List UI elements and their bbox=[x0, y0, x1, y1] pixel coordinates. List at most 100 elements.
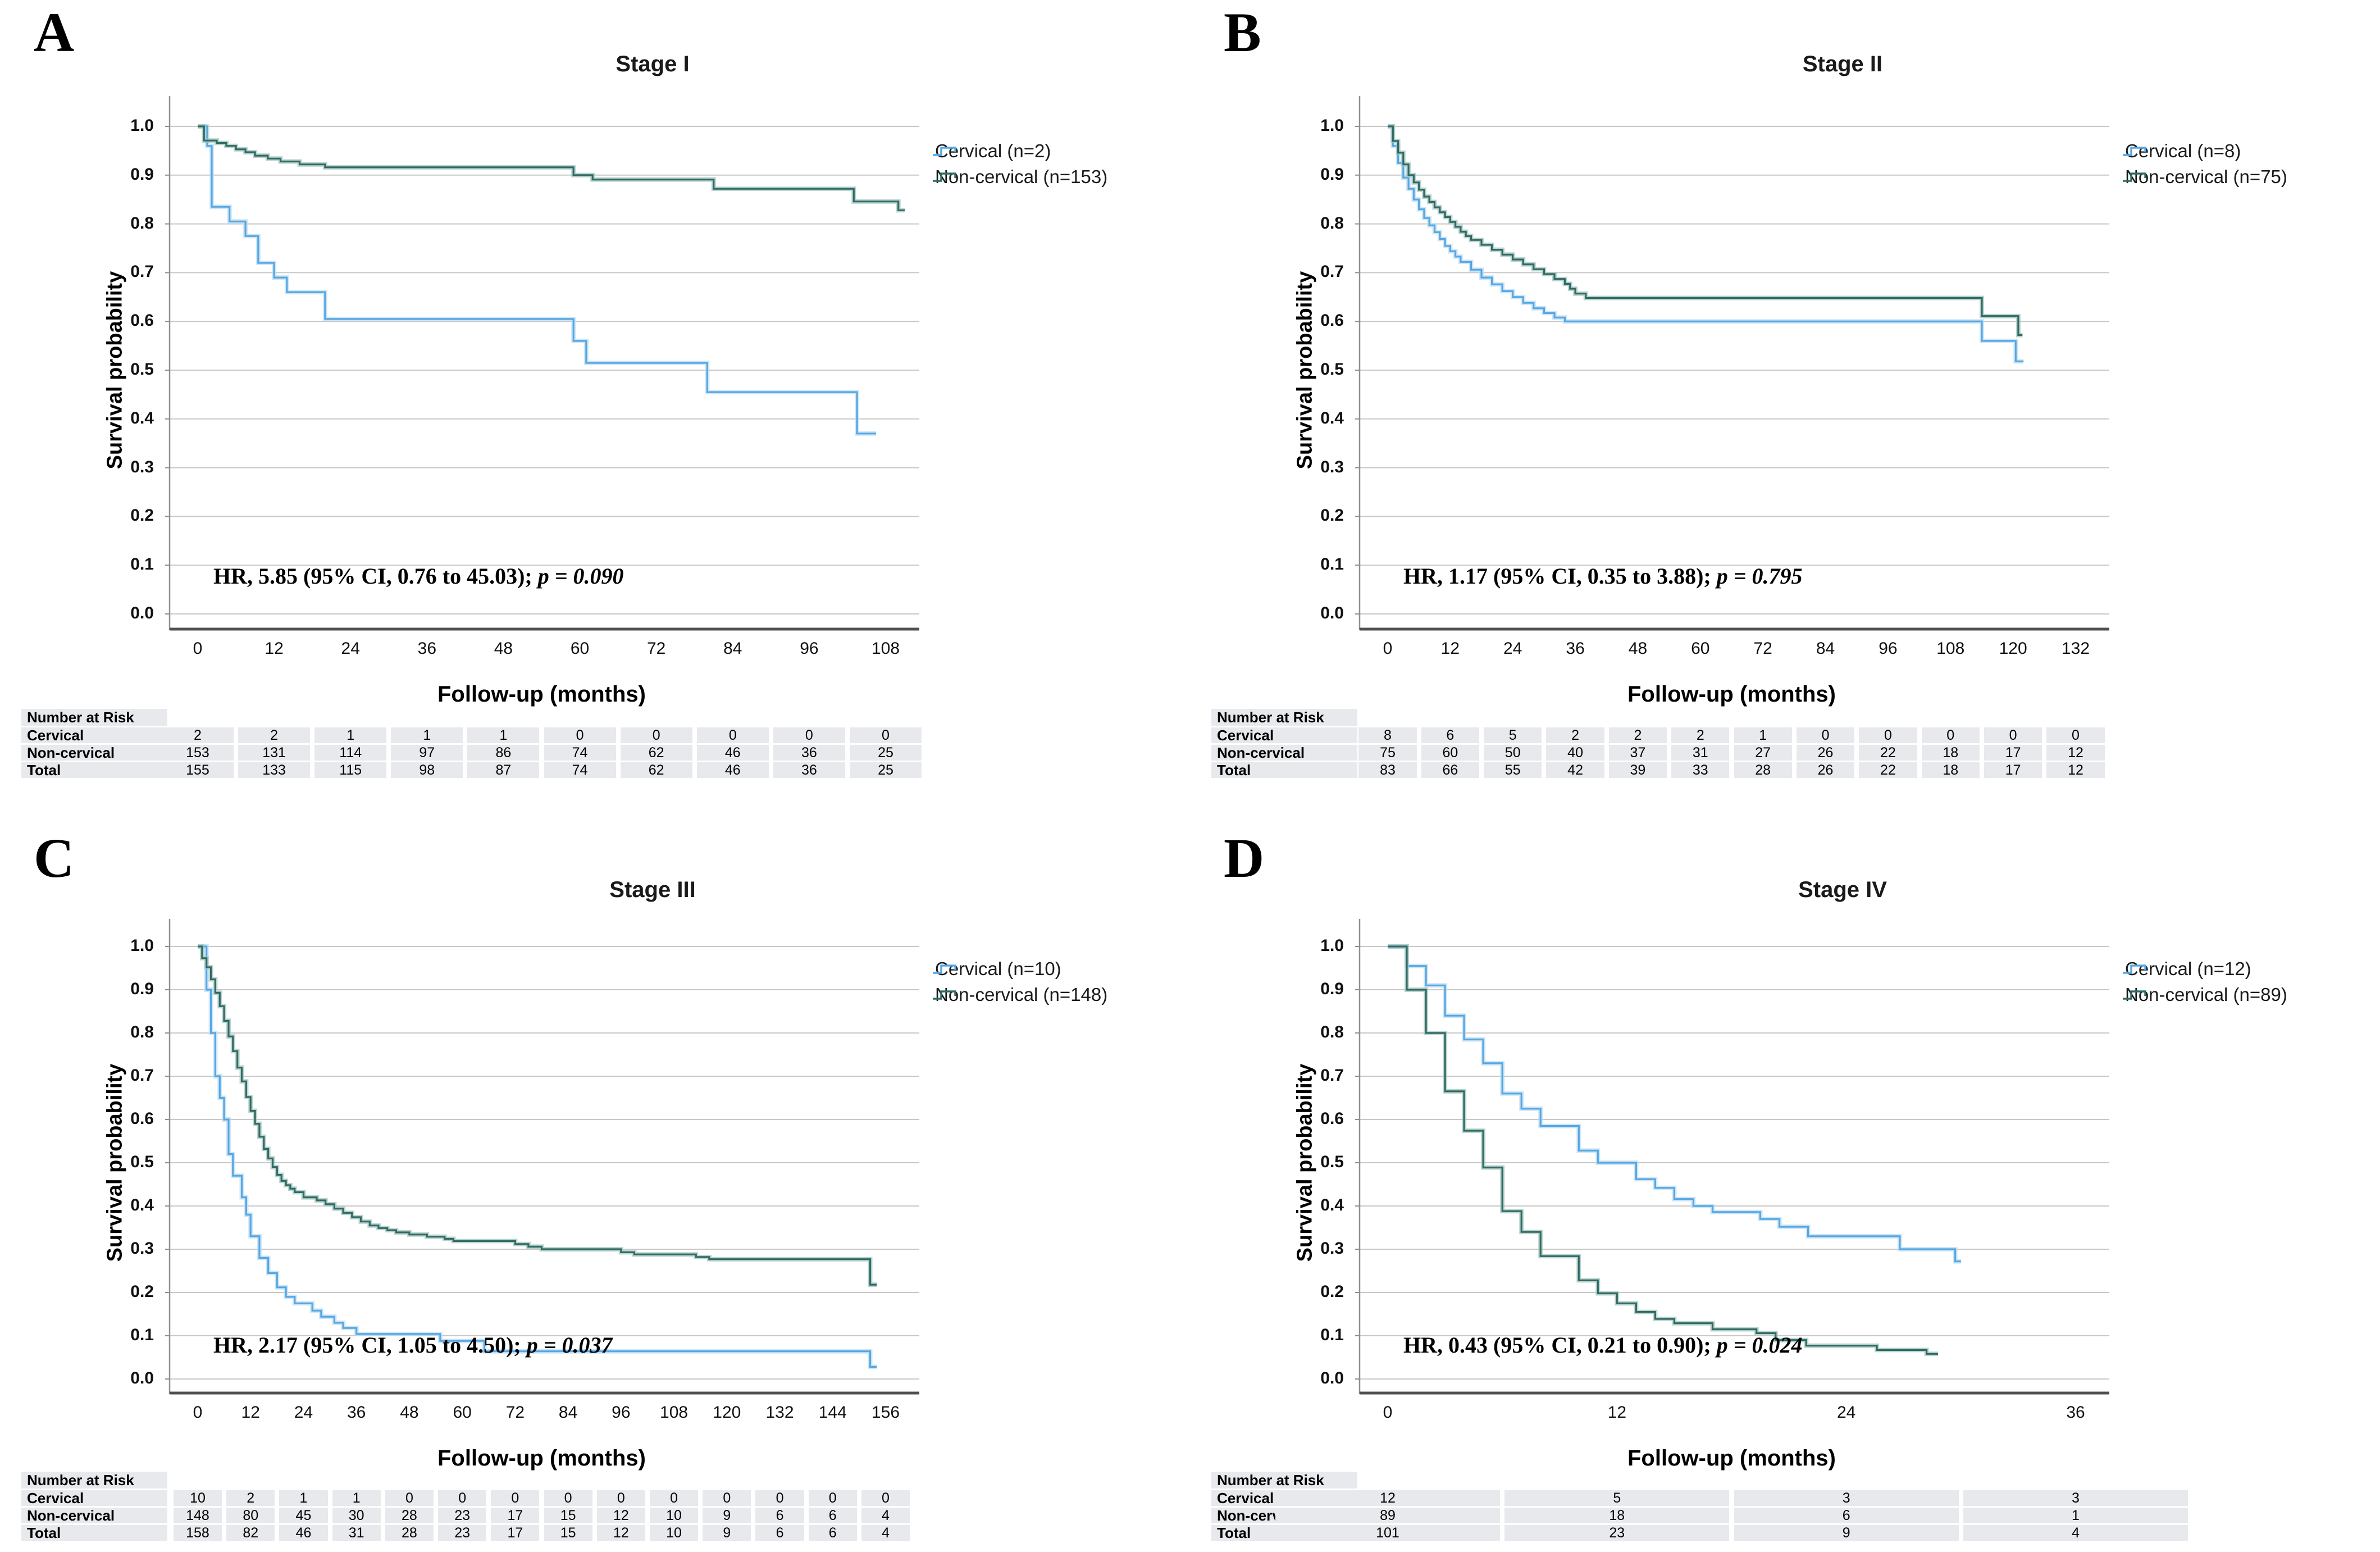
cervical-curve bbox=[198, 125, 876, 435]
noncervical-curve-halo bbox=[1388, 124, 2023, 338]
hr-text: HR, 1.17 (95% CI, 0.35 to 3.88); bbox=[1403, 563, 1717, 589]
y-tick-label: 0.8 bbox=[1320, 1023, 1344, 1041]
y-tick-label: 0.5 bbox=[1320, 360, 1344, 379]
y-tick-label: 0.4 bbox=[130, 408, 154, 427]
hazard-ratio-annotation: HR, 5.85 (95% CI, 0.76 to 45.03); p = 0.… bbox=[213, 563, 624, 589]
km-panel: C Stage III Survival probability HR, 2.1… bbox=[0, 826, 1190, 1552]
risk-table-value: 82 bbox=[226, 1525, 275, 1541]
risk-table-value: 1 bbox=[314, 727, 387, 743]
cervical-curve bbox=[198, 945, 877, 1368]
x-tick-label: 60 bbox=[570, 639, 590, 658]
risk-table-value: 12 bbox=[2046, 745, 2105, 761]
legend-label: Non-cervical (n=153) bbox=[935, 166, 1108, 188]
risk-table-value: 42 bbox=[1546, 762, 1604, 778]
y-tick-label: 0.1 bbox=[130, 555, 154, 574]
risk-table-value: 4 bbox=[861, 1525, 910, 1541]
y-tick-label: 0.2 bbox=[1320, 1282, 1344, 1301]
risk-table-row-label: Total bbox=[1211, 762, 1357, 779]
risk-table-value: 37 bbox=[1608, 745, 1667, 761]
x-tick-label: 84 bbox=[723, 639, 742, 658]
risk-table-value: 2 bbox=[161, 727, 234, 743]
x-tick-label: 24 bbox=[341, 639, 360, 658]
legend-step-glyph-cervical bbox=[933, 147, 956, 156]
y-tick-label: 0.6 bbox=[1320, 311, 1344, 330]
y-tick-label: 1.0 bbox=[130, 936, 154, 955]
noncervical-curve-halo bbox=[198, 944, 877, 1287]
risk-table-value: 26 bbox=[1796, 762, 1855, 778]
risk-table-value: 0 bbox=[808, 1490, 857, 1506]
risk-table-value: 2 bbox=[1608, 727, 1667, 743]
risk-table-value: 0 bbox=[620, 727, 692, 743]
panel-title: Stage III bbox=[609, 877, 696, 902]
risk-table-value: 0 bbox=[544, 1490, 592, 1506]
y-tick-label: 0.7 bbox=[130, 262, 154, 281]
risk-table-value: 10 bbox=[649, 1525, 699, 1541]
risk-table-value: 33 bbox=[1671, 762, 1730, 778]
x-tick-label: 60 bbox=[453, 1403, 472, 1422]
x-tick-label: 48 bbox=[400, 1403, 419, 1422]
risk-table-value: 28 bbox=[1734, 762, 1792, 778]
x-tick-label: 60 bbox=[1691, 639, 1710, 658]
risk-table-value: 1 bbox=[1963, 1508, 2188, 1523]
risk-table-value: 97 bbox=[391, 745, 463, 761]
risk-table-value: 0 bbox=[696, 727, 769, 743]
x-tick-label: 24 bbox=[1503, 639, 1522, 658]
x-tick-label: 36 bbox=[417, 639, 437, 658]
legend-step-glyph-noncervical bbox=[2123, 172, 2146, 182]
risk-table-value: 6 bbox=[1734, 1508, 1959, 1523]
x-tick-label: 12 bbox=[265, 639, 284, 658]
risk-table-row-label: Total bbox=[21, 1524, 167, 1541]
risk-table-value: 12 bbox=[596, 1508, 645, 1523]
x-tick-label: 12 bbox=[1440, 639, 1460, 658]
y-tick-label: 0.9 bbox=[1320, 165, 1344, 184]
risk-table-value: 0 bbox=[544, 727, 616, 743]
legend: Cervical (n=2) Non-cervical (n=153) bbox=[932, 138, 1107, 190]
risk-table-value: 45 bbox=[279, 1508, 328, 1523]
legend-item: Non-cervical (n=148) bbox=[932, 982, 1107, 1008]
risk-table-value: 2 bbox=[1546, 727, 1604, 743]
x-tick-label: 84 bbox=[558, 1403, 578, 1422]
risk-table-value: 4 bbox=[861, 1508, 910, 1523]
risk-table-value: 158 bbox=[173, 1525, 222, 1541]
x-axis-label: Follow-up (months) bbox=[437, 1446, 646, 1471]
risk-table-value: 0 bbox=[861, 1490, 910, 1506]
noncervical-curve bbox=[1388, 945, 1938, 1355]
x-tick-label: 132 bbox=[2061, 639, 2090, 658]
p-value-text: p = 0.024 bbox=[1716, 1332, 1803, 1358]
risk-table-value: 25 bbox=[849, 745, 922, 761]
x-axis-label: Follow-up (months) bbox=[1627, 682, 1836, 707]
x-tick-label: 0 bbox=[1383, 1403, 1393, 1422]
y-tick-label: 0.1 bbox=[1320, 555, 1344, 574]
risk-table-value: 5 bbox=[1484, 727, 1542, 743]
x-tick-label: 48 bbox=[494, 639, 513, 658]
panel-title: Stage I bbox=[615, 52, 690, 76]
y-tick-label: 0.6 bbox=[130, 311, 154, 330]
risk-table-value: 0 bbox=[1859, 727, 1917, 743]
y-tick-label: 0.3 bbox=[130, 457, 154, 476]
panel-letter: A bbox=[34, 1, 75, 63]
hazard-ratio-annotation: HR, 1.17 (95% CI, 0.35 to 3.88); p = 0.7… bbox=[1403, 563, 1803, 589]
panel-letter: C bbox=[34, 827, 75, 889]
x-tick-label: 120 bbox=[713, 1403, 741, 1422]
risk-table-value: 6 bbox=[755, 1525, 804, 1541]
noncervical-curve bbox=[198, 945, 877, 1286]
y-tick-label: 0.7 bbox=[1320, 1066, 1344, 1085]
risk-table-header: Number at Risk bbox=[21, 1472, 167, 1489]
risk-table-value: 18 bbox=[1921, 745, 1980, 761]
y-tick-label: 0.0 bbox=[1320, 604, 1344, 622]
y-tick-label: 0.3 bbox=[1320, 457, 1344, 476]
risk-table-value: 28 bbox=[385, 1508, 434, 1523]
y-tick-label: 0.4 bbox=[130, 1196, 154, 1214]
risk-table-value: 2 bbox=[1671, 727, 1730, 743]
risk-table-value: 0 bbox=[438, 1490, 487, 1506]
risk-table-value: 12 bbox=[1275, 1490, 1501, 1506]
risk-table-value: 23 bbox=[1504, 1525, 1730, 1541]
risk-table-value: 2 bbox=[226, 1490, 275, 1506]
legend-step-glyph-noncervical bbox=[933, 172, 956, 182]
risk-table-header: Number at Risk bbox=[1211, 1472, 1357, 1489]
x-tick-label: 24 bbox=[1836, 1403, 1856, 1422]
y-tick-label: 0.9 bbox=[130, 165, 154, 184]
x-tick-label: 36 bbox=[1566, 639, 1585, 658]
y-tick-label: 0.2 bbox=[1320, 506, 1344, 525]
legend-item: Non-cervical (n=153) bbox=[932, 164, 1107, 190]
